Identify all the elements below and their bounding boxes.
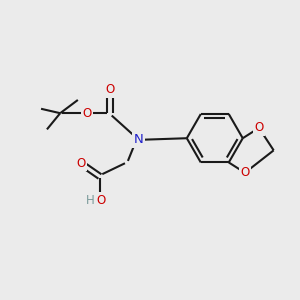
Text: O: O: [254, 122, 264, 134]
Text: H: H: [86, 194, 95, 207]
Text: O: O: [76, 157, 86, 170]
Text: O: O: [240, 166, 250, 179]
Text: O: O: [82, 107, 91, 120]
Text: O: O: [97, 194, 106, 207]
Text: N: N: [133, 133, 143, 146]
Text: O: O: [106, 83, 115, 96]
